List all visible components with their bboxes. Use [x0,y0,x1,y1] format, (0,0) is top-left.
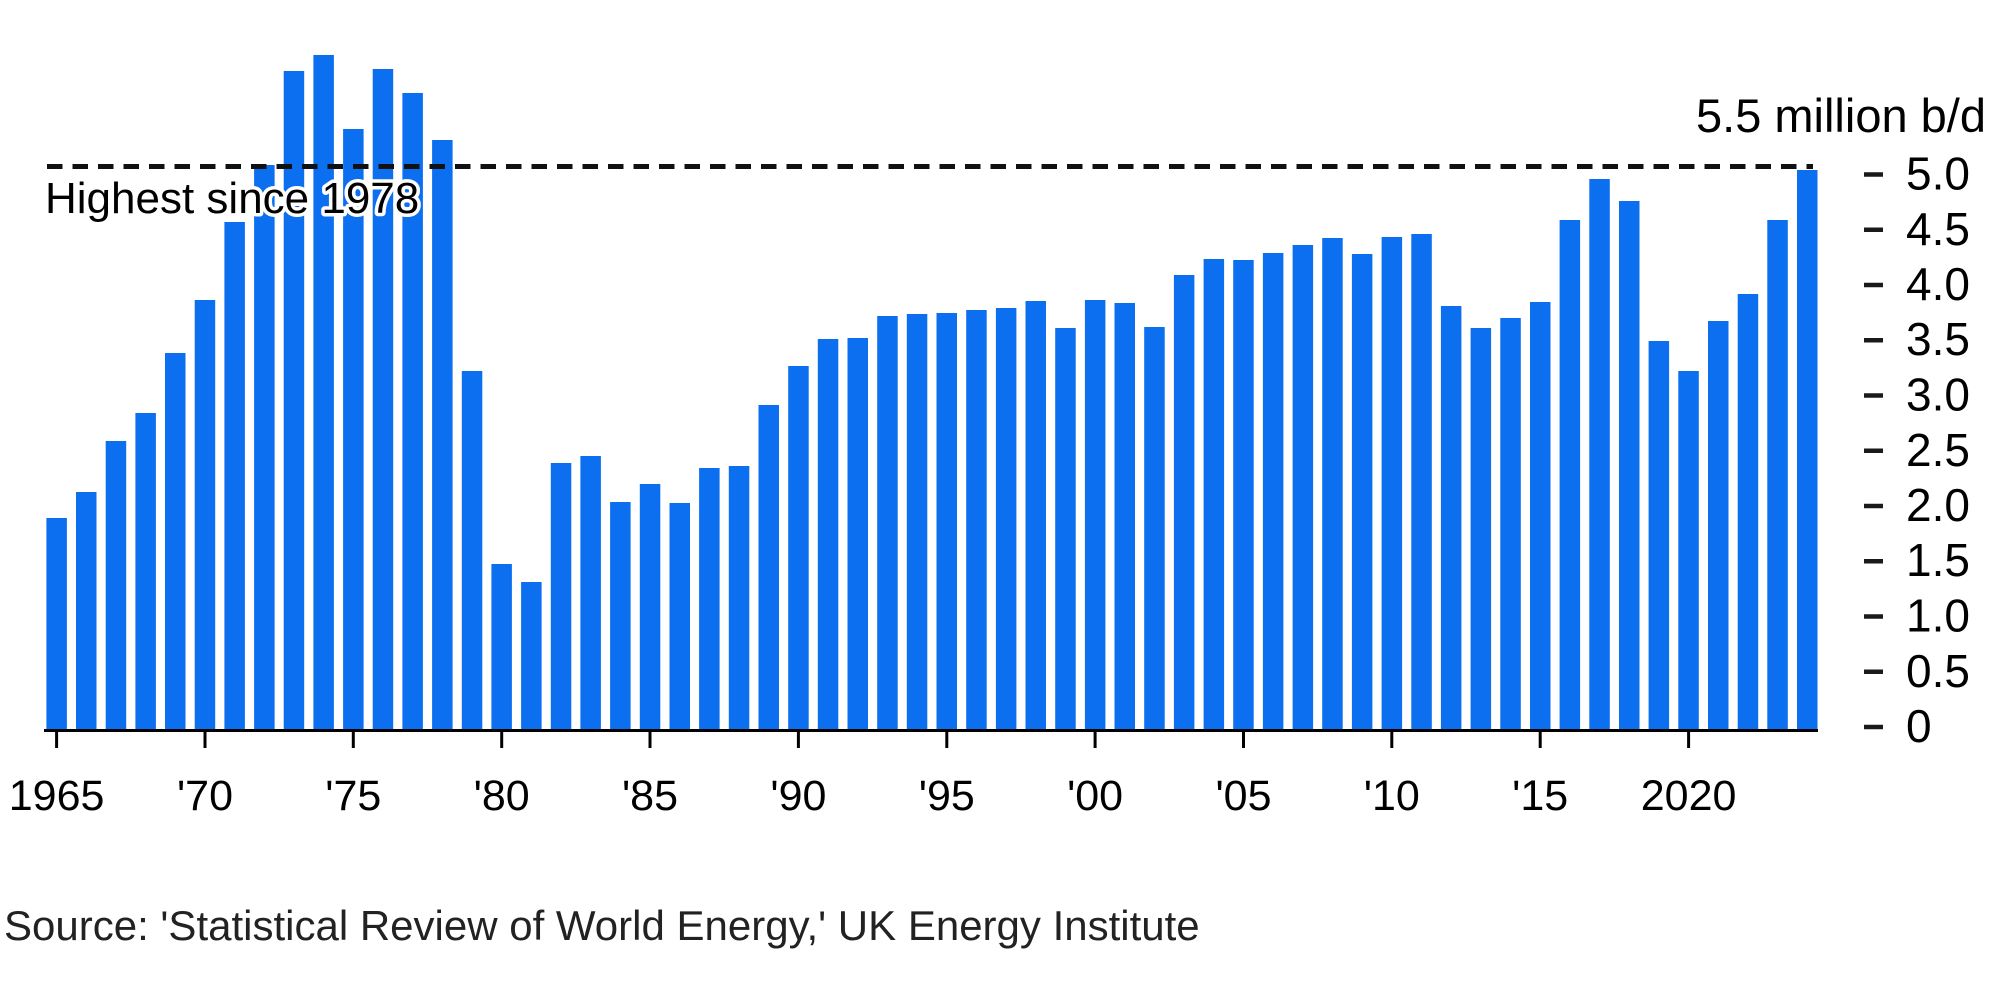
svg-text:2.5: 2.5 [1906,424,1970,476]
svg-text:'00: '00 [1067,772,1123,820]
svg-text:'80: '80 [474,772,530,820]
svg-text:'70: '70 [177,772,233,820]
svg-text:Source: 'Statistical Review of: Source: 'Statistical Review of World Ene… [4,902,1200,949]
svg-text:0.5: 0.5 [1906,645,1970,697]
svg-text:3.5: 3.5 [1906,313,1970,365]
svg-text:2020: 2020 [1641,772,1737,820]
svg-text:'10: '10 [1364,772,1420,820]
svg-text:Highest since 1978: Highest since 1978 [45,174,419,223]
svg-text:1.5: 1.5 [1906,534,1970,586]
svg-text:5.0: 5.0 [1906,148,1970,200]
svg-text:'75: '75 [325,772,381,820]
svg-text:5.5 million b/d: 5.5 million b/d [1696,89,1986,142]
svg-text:'05: '05 [1215,772,1271,820]
svg-text:'85: '85 [622,772,678,820]
svg-text:4.5: 4.5 [1906,203,1970,255]
svg-text:'90: '90 [770,772,826,820]
svg-text:4.0: 4.0 [1906,258,1970,310]
svg-text:3.0: 3.0 [1906,369,1970,421]
svg-text:0: 0 [1906,700,1932,752]
svg-text:1965: 1965 [9,772,105,820]
svg-text:1.0: 1.0 [1906,590,1970,642]
svg-text:'15: '15 [1512,772,1568,820]
svg-text:2.0: 2.0 [1906,479,1970,531]
svg-text:'95: '95 [919,772,975,820]
